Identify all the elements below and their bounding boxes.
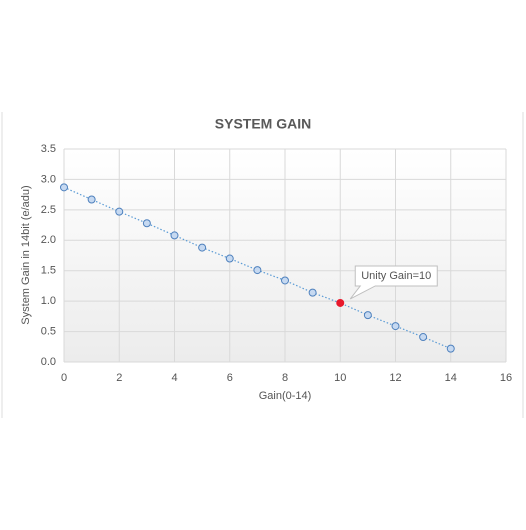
y-axis-label: System Gain in 14bit (e/adu): [20, 185, 32, 324]
data-point: [198, 243, 207, 252]
y-tick-label: 0.5: [41, 325, 56, 337]
y-tick-label: 3.0: [41, 173, 56, 185]
x-tick-label: 2: [116, 372, 122, 384]
x-tick-label: 16: [500, 372, 512, 384]
x-tick-label: 6: [227, 372, 233, 384]
data-point: [281, 276, 289, 285]
data-point: [446, 344, 455, 353]
y-tick-label: 1.0: [41, 295, 56, 307]
data-point: [115, 207, 124, 216]
data-point: [142, 219, 151, 228]
x-tick-label: 14: [445, 372, 457, 384]
data-point: [253, 266, 262, 275]
y-tick-label: 2.0: [41, 234, 56, 246]
data-point: [60, 183, 68, 192]
x-axis-label: Gain(0-14): [259, 390, 312, 402]
data-point: [363, 311, 372, 320]
x-tick-label: 10: [334, 372, 346, 384]
annotation: Unity Gain=10: [361, 270, 431, 282]
y-tick-label: 1.5: [41, 265, 56, 277]
data-point: [336, 298, 345, 307]
y-tick-label: 0.0: [41, 356, 56, 368]
x-tick-label: 0: [61, 372, 67, 384]
x-tick-label: 12: [389, 372, 401, 384]
data-point: [87, 195, 96, 204]
x-tick-label: 8: [282, 372, 288, 384]
callout-box: [349, 265, 438, 300]
x-tick-label: 4: [171, 372, 177, 384]
y-tick-label: 2.5: [41, 204, 56, 216]
data-point: [170, 231, 179, 240]
chart-title: SYSTEM GAIN: [215, 116, 311, 132]
data-point: [391, 322, 400, 331]
data-point: [308, 288, 317, 297]
y-tick-label: 3.5: [41, 143, 56, 155]
data-point: [225, 254, 234, 263]
data-point: [419, 333, 428, 342]
